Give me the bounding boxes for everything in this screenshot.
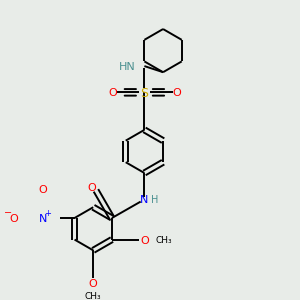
Text: N: N [38, 214, 47, 224]
Text: +: + [44, 209, 51, 218]
Text: O: O [140, 236, 149, 246]
Text: S: S [140, 87, 148, 101]
Text: HN: HN [119, 62, 136, 72]
Text: O: O [172, 88, 181, 98]
Text: O: O [9, 214, 18, 224]
Text: CH₃: CH₃ [85, 292, 101, 300]
Text: O: O [87, 183, 96, 193]
Text: O: O [89, 279, 98, 289]
Text: O: O [108, 88, 117, 98]
Text: H: H [151, 195, 158, 205]
Text: CH₃: CH₃ [155, 236, 172, 245]
Text: N: N [140, 195, 148, 205]
Text: O: O [38, 185, 47, 195]
Text: −: − [4, 208, 12, 218]
